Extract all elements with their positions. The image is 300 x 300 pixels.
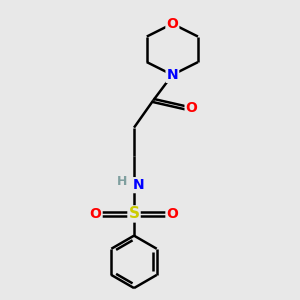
Text: O: O: [90, 207, 102, 221]
Text: O: O: [167, 207, 178, 221]
Text: S: S: [128, 206, 140, 221]
Text: H: H: [117, 175, 127, 188]
Text: N: N: [133, 178, 145, 192]
Text: N: N: [167, 68, 178, 82]
Text: O: O: [186, 101, 197, 116]
Text: O: O: [167, 17, 178, 31]
